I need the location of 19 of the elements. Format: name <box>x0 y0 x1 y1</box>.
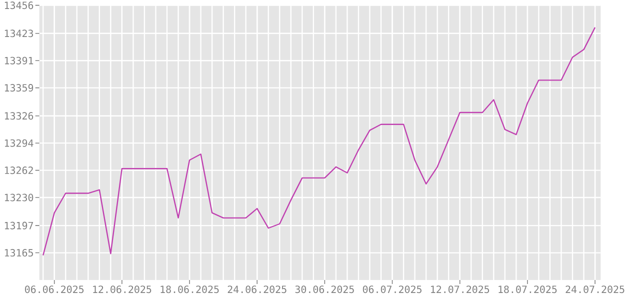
x-tick-label: 06.06.2025 <box>25 286 84 294</box>
y-tick-label: 13326 <box>4 112 34 120</box>
x-tick-label: 24.06.2025 <box>228 286 286 294</box>
y-tick-label: 13197 <box>4 222 34 230</box>
y-tick-label: 13456 <box>4 2 34 10</box>
y-tick-label: 13359 <box>4 84 34 92</box>
y-tick-label: 13423 <box>4 30 34 38</box>
x-tick-label: 18.07.2025 <box>498 286 557 294</box>
x-tick-label: 06.07.2025 <box>362 286 422 294</box>
y-tick-label: 13294 <box>4 139 34 147</box>
x-tick-label: 30.06.2025 <box>295 286 354 294</box>
y-tick-label: 13230 <box>4 194 34 202</box>
y-tick-label: 13262 <box>4 166 33 174</box>
x-tick-label: 18.06.2025 <box>160 286 219 294</box>
y-tick-label: 13165 <box>4 249 33 257</box>
y-tick-label: 13391 <box>4 56 34 64</box>
x-tick-label: 12.06.2025 <box>93 286 152 294</box>
x-tick-label: 24.07.2025 <box>566 286 624 294</box>
x-tick-label: 12.07.2025 <box>431 286 490 294</box>
